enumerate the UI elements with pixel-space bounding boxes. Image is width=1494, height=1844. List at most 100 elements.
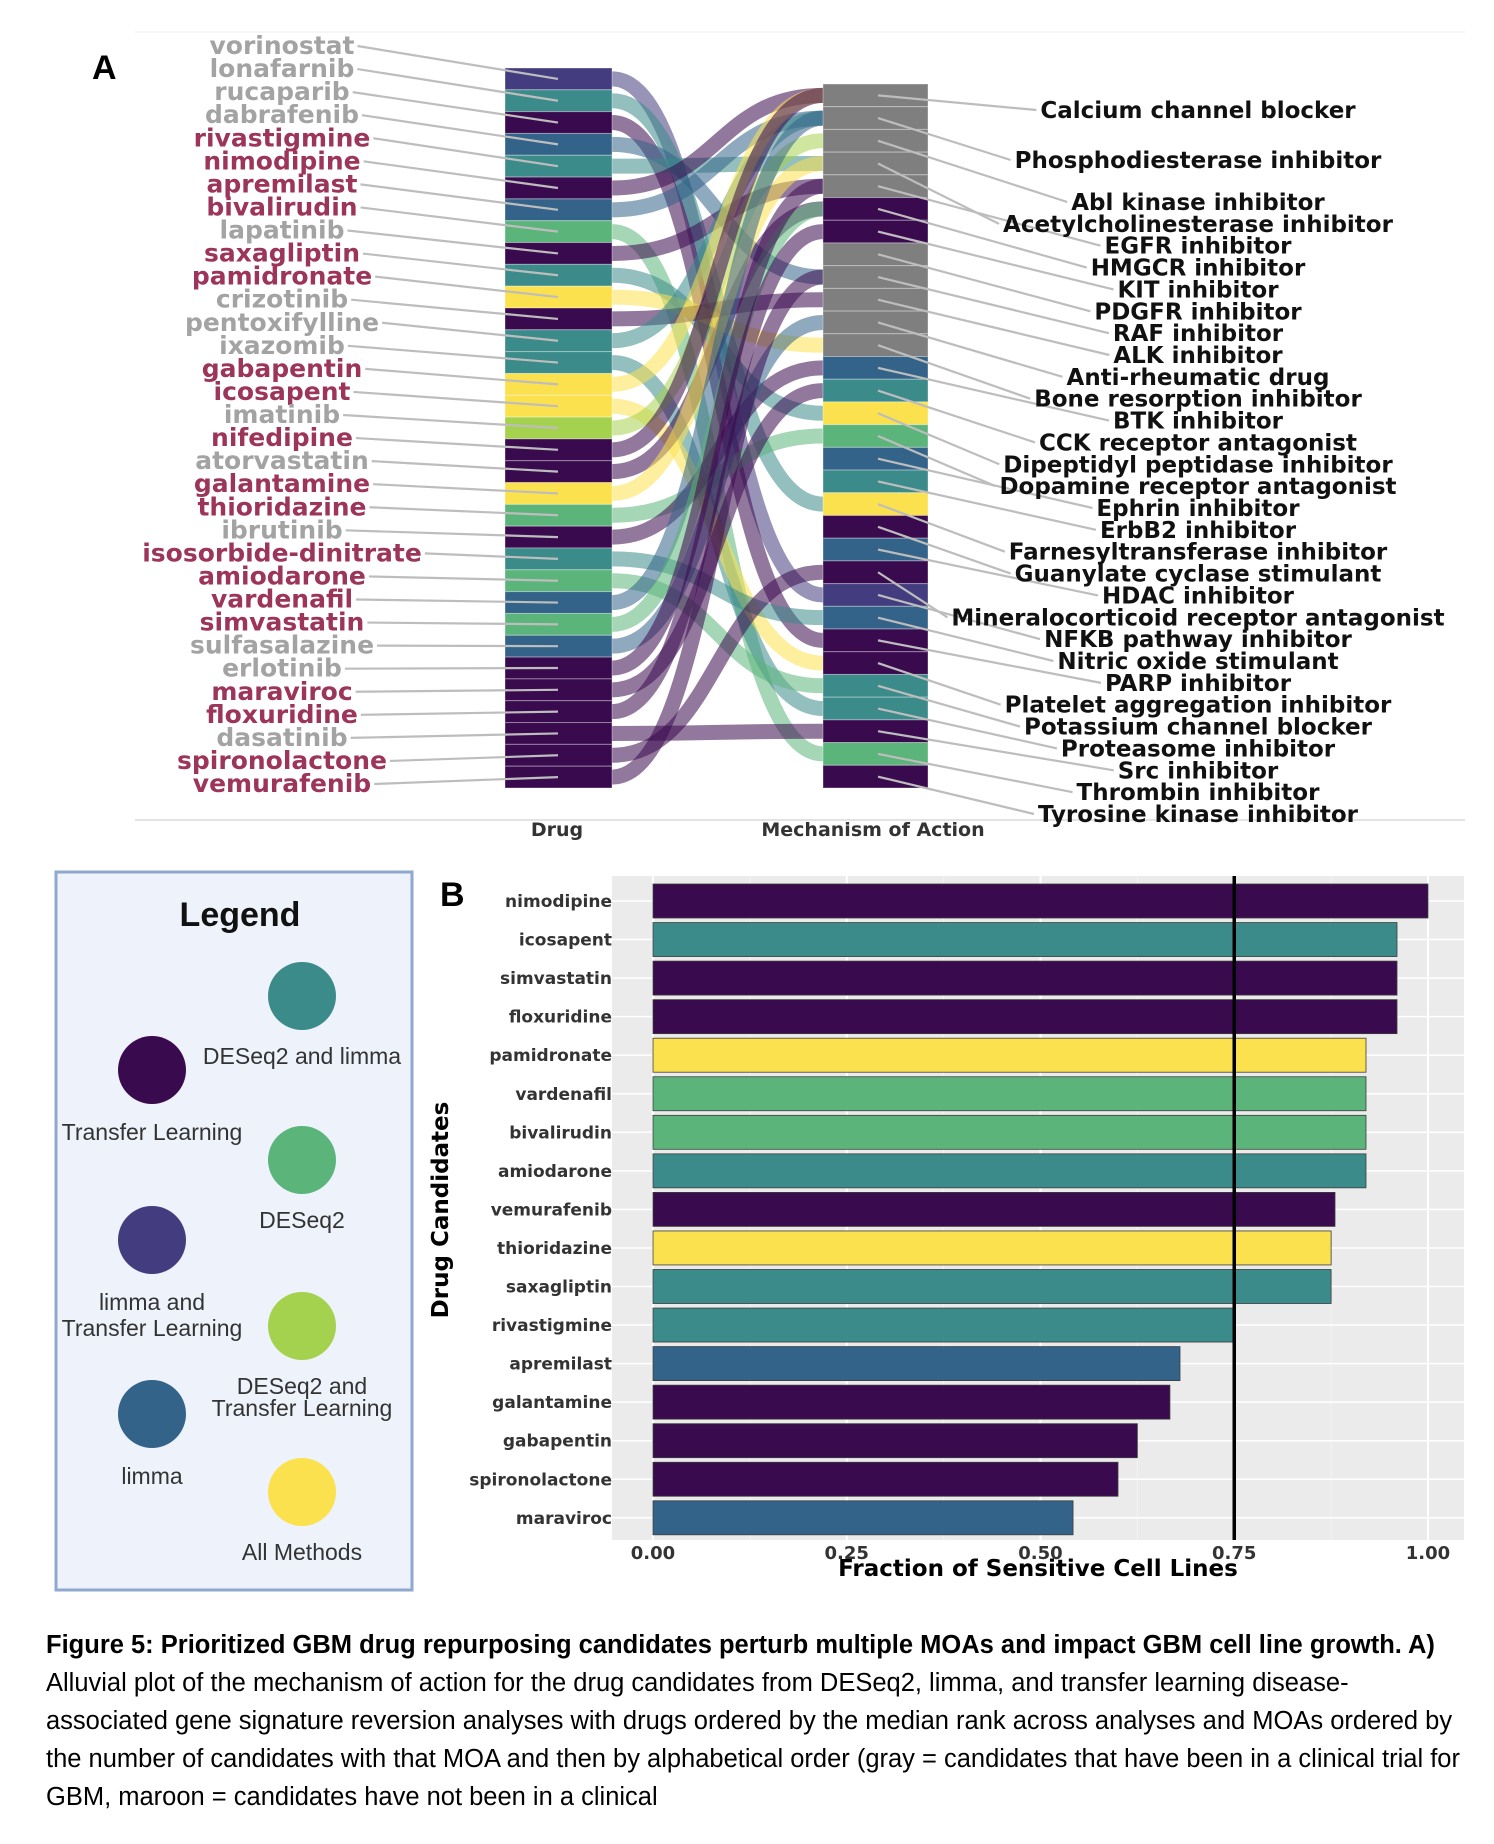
legend-label: limma	[121, 1463, 183, 1489]
drug-stratum	[504, 329, 613, 353]
legend-swatch	[268, 1126, 336, 1194]
category-labels: nimodipine icosapent simvastatin floxuridin…	[469, 892, 612, 1529]
moa-stratum	[822, 242, 929, 267]
drug-label: imatinib	[224, 400, 340, 429]
drug-leader	[365, 367, 559, 386]
moa-leader	[877, 548, 1099, 597]
drug-stratum	[504, 372, 613, 396]
figure-5: A vorinostatlonafarnibrucaparibdabrafeni…	[54, 31, 1465, 1592]
moa-stratum	[822, 83, 929, 108]
drug-stratum	[504, 198, 613, 222]
moa-label: Potassium channel blocker	[1024, 715, 1373, 741]
moa-leader	[877, 480, 1097, 531]
drug-leader	[389, 754, 559, 763]
moa-label: EGFR inhibitor	[1104, 234, 1292, 260]
moa-label: Nitric oxide stimulant	[1057, 649, 1338, 675]
moa-leader	[877, 775, 1035, 816]
drug-stratum	[504, 460, 613, 484]
category-label: rivastigmine	[492, 1316, 612, 1336]
drug-stratum	[504, 176, 613, 200]
x-label-drug: Drug	[531, 819, 583, 841]
legend-label: DESeq2	[259, 1207, 345, 1233]
caption-text: Alluvial plot of the mechanism of action…	[46, 1669, 1460, 1811]
drug-leader	[377, 644, 559, 648]
drug-label: pamidronate	[192, 262, 372, 291]
moa-stratum	[822, 401, 929, 426]
drug-label: rivastigmine	[194, 123, 371, 152]
category-label: apremilast	[509, 1355, 612, 1375]
drug-leader	[347, 344, 559, 364]
drug-label: lonafarnib	[210, 54, 355, 83]
moa-label: Dopamine receptor antagonist	[999, 474, 1396, 500]
bar	[652, 1307, 1235, 1343]
moa-leader	[877, 117, 1011, 162]
drug-leader	[368, 575, 559, 582]
moa-leader	[877, 525, 1011, 575]
bar	[652, 1500, 1074, 1536]
drug-label: maraviroc	[211, 677, 352, 706]
moa-label: Mineralocorticoid receptor antagonist	[951, 605, 1444, 631]
drug-leader	[373, 483, 559, 495]
legend-label: Transfer Learning	[62, 1119, 243, 1145]
bar	[652, 922, 1398, 957]
legend-label: DESeq2 and	[237, 1373, 367, 1399]
x-tick-label: 0.75	[1212, 1543, 1256, 1564]
drug-label: pentoxifylline	[185, 308, 379, 337]
x-label-moa: Mechanism of Action	[761, 819, 984, 841]
category-label: vemurafenib	[491, 1200, 612, 1220]
moa-stratum	[822, 560, 929, 585]
moa-stratum	[822, 128, 929, 153]
drug-stratum	[504, 765, 613, 789]
drug-label: nifedipine	[211, 423, 353, 452]
moa-label: RAF inhibitor	[1113, 321, 1284, 347]
drug-stratum	[504, 220, 613, 244]
drug-stratum	[504, 351, 613, 374]
bar	[652, 1076, 1367, 1112]
moa-label: Tyrosine kinase inhibitor	[1038, 802, 1359, 828]
moa-leader	[877, 344, 1031, 400]
moa-label: ErbB2 inhibitor	[1100, 518, 1297, 544]
moa-leader	[877, 639, 1102, 684]
drug-leader	[351, 298, 559, 321]
drug-leader	[360, 183, 559, 211]
category-label: gabapentin	[503, 1432, 612, 1452]
drug-label: atorvastatin	[195, 446, 369, 475]
moa-label: Src inhibitor	[1118, 758, 1279, 784]
drug-label: spironolactone	[177, 746, 387, 775]
drug-stratum	[504, 154, 613, 178]
drug-label: apremilast	[207, 169, 358, 198]
drug-stratum	[504, 132, 613, 156]
moa-leader	[877, 230, 1114, 291]
moa-stratum	[822, 378, 929, 403]
moa-label: Acetylcholinesterase inhibitor	[1003, 212, 1394, 238]
moa-leader-lines	[877, 94, 1114, 816]
alluvial-flow	[611, 224, 824, 720]
moa-stratum	[822, 197, 929, 221]
drug-leader	[353, 390, 559, 408]
legend-label: Transfer Learning	[212, 1395, 393, 1421]
moa-label: CCK receptor antagonist	[1039, 430, 1357, 456]
drug-leader	[360, 710, 559, 716]
category-label: simvastatin	[500, 969, 612, 989]
bar	[652, 1114, 1367, 1150]
drug-stratum	[504, 394, 613, 418]
drug-leader	[360, 206, 559, 233]
drug-label: amiodarone	[198, 561, 366, 590]
drug-label: ibrutinib	[221, 515, 342, 544]
legend-box: Legend DESeq2 and limma Transfer Learning…	[54, 870, 414, 1592]
bar	[652, 1346, 1181, 1381]
drug-stratum	[504, 482, 613, 505]
moa-stratum-column	[822, 83, 929, 789]
panel-a-alluvial: A vorinostatlonafarnibrucaparibdabrafeni…	[92, 31, 1465, 841]
x-axis-title: Fraction of Sensitive Cell Lines	[838, 1556, 1238, 1582]
moa-label: Platelet aggregation inhibitor	[1005, 693, 1392, 719]
drug-label: dasatinib	[216, 723, 347, 752]
drug-leader	[381, 321, 559, 342]
legend-swatch	[118, 1380, 186, 1448]
bar	[652, 1423, 1138, 1459]
drug-stratum	[504, 111, 613, 134]
category-label: maraviroc	[516, 1509, 612, 1529]
drug-leader	[373, 137, 559, 168]
category-label: bivalirudin	[509, 1123, 612, 1143]
moa-label: Calcium channel blocker	[1040, 98, 1356, 124]
